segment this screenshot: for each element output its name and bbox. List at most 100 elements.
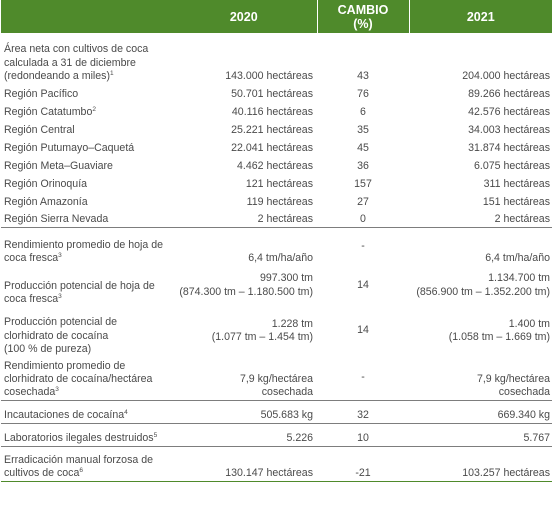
- row-label-line: (redondeando a miles): [4, 69, 110, 82]
- table-row: Incautaciones de cocaína4 505.683 kg 32 669…: [1, 400, 552, 424]
- value-2021: 31.874 hectáreas: [409, 137, 552, 155]
- value-2020-line: 121 hectáreas: [245, 177, 313, 190]
- table-row: Región Amazonía 119 hectáreas 27 151 hectár…: [1, 191, 552, 209]
- row-label: Erradicación manual forzosa de cultivos d…: [1, 446, 171, 482]
- row-label-line: Región Orinoquía: [4, 177, 88, 190]
- value-2021-line: 1.400 tm: [508, 317, 550, 330]
- row-label-line: Región Sierra Nevada: [4, 213, 109, 226]
- row-label-line: Región Amazonía: [4, 195, 88, 208]
- value-2020-line: 997.300 tm: [259, 272, 313, 285]
- table-row: Rendimiento promedio de clorhidrato de co…: [1, 356, 552, 401]
- change-percent: -: [317, 356, 409, 401]
- change-percent: -21: [317, 446, 409, 482]
- table-row: Región Catatumbo2 40.116 hectáreas 6 42.576…: [1, 101, 552, 119]
- value-2020: 5.226: [171, 423, 317, 447]
- row-label-line: clorhidrato de cocaína: [4, 329, 109, 342]
- value-2021-line: (1.058 tm – 1.669 tm): [448, 331, 550, 343]
- value-2021-line: 311 hectáreas: [483, 177, 550, 190]
- row-label: Región Central: [1, 119, 171, 137]
- row-label-line: calculada a 31 de diciembre: [4, 56, 136, 69]
- row-label-line: Rendimiento promedio de hoja de: [4, 238, 164, 251]
- table-row: Laboratorios ilegales destruidos5 5.226 10…: [1, 423, 552, 447]
- change-percent: 43: [357, 69, 369, 82]
- row-label-line: Producción potencial de hoja de: [4, 279, 155, 292]
- row-label-line: cosechada: [4, 386, 56, 399]
- value-2021: 7,9 kg/hectárea cosechada: [409, 356, 552, 401]
- value-2021-line: 1.134.700 tm: [488, 272, 550, 285]
- change-percent: 6: [360, 105, 366, 118]
- value-2020: 143.000 hectáreas: [171, 33, 317, 83]
- value-2021-line: 151 hectáreas: [482, 195, 550, 208]
- header-cambio-label: CAMBIO: [337, 2, 389, 17]
- value-2021-line: 6.075 hectáreas: [474, 159, 550, 172]
- value-2020-line: 1.228 tm: [271, 317, 313, 330]
- change-percent: -: [361, 239, 365, 252]
- row-label-line-wrap: Incautaciones de cocaína4: [4, 409, 171, 422]
- row-label: Producción potencial de clorhidrato de co…: [1, 306, 171, 356]
- change-percent: 10: [317, 423, 409, 447]
- table-row: Región Meta–Guaviare 4.462 hectáreas 36 6.0…: [1, 155, 552, 173]
- row-label: Región Meta–Guaviare: [1, 155, 171, 173]
- row-label-line: coca fresca: [4, 251, 59, 264]
- table-row: Producción potencial de clorhidrato de co…: [1, 306, 552, 356]
- value-2021-line: 204.000 hectáreas: [462, 69, 550, 82]
- row-label-line: Región Putumayo–Caquetá: [4, 141, 135, 154]
- change-percent: 0: [317, 209, 409, 228]
- change-percent: 36: [357, 159, 369, 172]
- footnote-marker: 6: [79, 467, 83, 475]
- value-2020-line: 22.041 hectáreas: [231, 141, 313, 154]
- row-label: Región Putumayo–Caquetá: [1, 137, 171, 155]
- value-2020-line: 6,4 tm/ha/año: [248, 251, 313, 264]
- value-2020: 7,9 kg/hectárea cosechada: [171, 356, 317, 401]
- row-label-line-wrap: coca fresca3: [4, 252, 171, 265]
- value-2020: 121 hectáreas: [171, 173, 317, 191]
- value-2020: 119 hectáreas: [171, 191, 317, 209]
- row-label-line-wrap: coca fresca3: [4, 293, 171, 306]
- row-label: Laboratorios ilegales destruidos5: [1, 423, 171, 447]
- table-row: Región Central 25.221 hectáreas 35 34.003 h…: [1, 119, 552, 137]
- value-2021-line: 7,9 kg/hectárea: [476, 373, 550, 386]
- value-2020-line: 40.116 hectáreas: [231, 105, 313, 118]
- value-2020-line: 4.462 hectáreas: [237, 159, 313, 172]
- value-2021: 5.767: [409, 423, 552, 447]
- value-2021: 204.000 hectáreas: [409, 33, 552, 83]
- value-2021: 42.576 hectáreas: [409, 101, 552, 119]
- row-label-line: clorhidrato de cocaína/hectárea: [4, 373, 153, 386]
- header-cambio: CAMBIO (%): [317, 0, 409, 33]
- value-2021: 6,4 tm/ha/año: [409, 227, 552, 265]
- row-label-line: coca fresca: [4, 292, 59, 305]
- row-label: Incautaciones de cocaína4: [1, 400, 171, 424]
- row-label: Rendimiento promedio de clorhidrato de co…: [1, 356, 171, 401]
- value-2021-line: 103.257 hectáreas: [462, 467, 550, 480]
- header-2020: 2020: [171, 0, 318, 33]
- value-2020: 2 hectáreas: [171, 209, 317, 228]
- value-2021-line: 2 hectáreas: [494, 213, 550, 226]
- value-2021-line: 42.576 hectáreas: [468, 105, 550, 118]
- value-2021-line: 31.874 hectáreas: [468, 141, 550, 154]
- header-empty-cell: [1, 0, 171, 33]
- change-percent: 14: [357, 278, 369, 291]
- table-row: Producción potencial de hoja de coca fres…: [1, 265, 552, 306]
- value-2021-line: 5.767: [523, 432, 550, 445]
- table-row: Rendimiento promedio de hoja de coca fres…: [1, 227, 552, 265]
- row-label-line: Erradicación manual forzosa de: [4, 454, 153, 467]
- value-2021: 151 hectáreas: [409, 191, 552, 209]
- row-label: Región Amazonía: [1, 191, 171, 209]
- row-label: Región Orinoquía: [1, 173, 171, 191]
- row-label-line-wrap: Laboratorios ilegales destruidos5: [4, 432, 171, 445]
- value-2021: 34.003 hectáreas: [409, 119, 552, 137]
- row-label-line-wrap: (redondeando a miles)1: [4, 70, 171, 83]
- value-2020: 22.041 hectáreas: [171, 137, 317, 155]
- footnote-marker: 3: [58, 251, 62, 259]
- table-row: Región Putumayo–Caquetá 22.041 hectáreas 4…: [1, 137, 552, 155]
- row-label-line: Área neta con cultivos de coca: [4, 43, 149, 56]
- row-label: Producción potencial de hoja de coca fres…: [1, 265, 171, 306]
- value-2020-line: 25.221 hectáreas: [231, 123, 313, 136]
- value-2020-line: 50.701 hectáreas: [231, 87, 313, 100]
- value-2021-line: cosechada: [498, 386, 550, 399]
- change-percent: 32: [317, 400, 409, 424]
- row-label: Rendimiento promedio de hoja de coca fres…: [1, 227, 171, 265]
- row-label-line: Laboratorios ilegales destruidos: [4, 432, 154, 445]
- row-label: Región Sierra Nevada: [1, 209, 171, 228]
- table-row: Área neta con cultivos de coca calculada …: [1, 33, 552, 83]
